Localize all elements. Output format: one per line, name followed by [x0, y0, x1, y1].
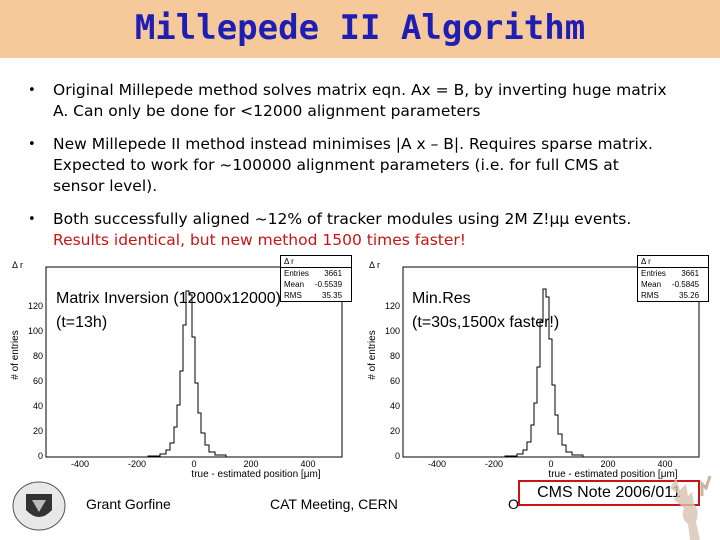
slide-title: Millepede II Algorithm [134, 8, 586, 48]
histogram-plot: Δ r # of entries 0 20 40 60 80 100 120 -… [367, 260, 700, 480]
y-tick-label: 100 [28, 326, 43, 336]
stats-box: Δ r Entries 3661 Mean -0.5845 RMS 35.26 [637, 255, 709, 302]
method-time: (t=13h) [56, 314, 108, 331]
y-tick-label: 60 [33, 376, 43, 386]
stats-label: Mean [641, 280, 662, 289]
histogram-line [403, 288, 699, 458]
stats-table: Entries 3661 Mean -0.5845 RMS 35.26 [638, 268, 702, 301]
x-tick-label: 200 [600, 459, 615, 469]
y-tick-label: 20 [33, 426, 43, 436]
method-name: Min.Res [412, 290, 471, 307]
stats-label: Entries [641, 269, 666, 278]
stat-title: Δ r [12, 260, 23, 270]
plot-frame [402, 266, 700, 458]
bullet-item: • New Millepede II method instead minimi… [28, 134, 668, 197]
method-time: (t=30s,1500x faster!) [412, 314, 560, 331]
bullet-highlight: Results identical, but new method 1500 t… [53, 231, 467, 249]
bullet-dot-icon: • [28, 137, 36, 152]
y-axis-label: # of entries [10, 330, 21, 379]
stats-row: RMS 35.35 [281, 290, 345, 301]
stats-value: 35.26 [679, 291, 700, 300]
bullet-text: Original Millepede method solves matrix … [53, 81, 667, 120]
stats-value: -0.5539 [314, 280, 343, 289]
stats-table: Entries 3661 Mean -0.5539 RMS 35.35 [281, 268, 345, 301]
stats-row: Entries 3661 [638, 268, 702, 279]
x-tick-label: -200 [485, 459, 503, 469]
stats-title: Δ r [281, 256, 351, 268]
stats-value: 3661 [681, 269, 700, 278]
y-ticks: 0 20 40 60 80 100 120 [28, 301, 43, 461]
y-tick-label: 0 [395, 451, 400, 461]
stats-label: Mean [284, 280, 305, 289]
mu-mu-symbol: μμ [549, 210, 570, 228]
method-label: Matrix Inversion (12000x12000) (t=13h) [56, 287, 281, 335]
stats-row: Mean -0.5539 [281, 279, 345, 290]
cms-note-box: CMS Note 2006/011 [518, 480, 700, 506]
footer-meeting: CAT Meeting, CERN [270, 496, 398, 512]
x-ticks: -400 -200 0 200 400 [428, 459, 673, 469]
stats-row: RMS 35.26 [638, 290, 702, 301]
stats-title: Δ r [638, 256, 708, 268]
bullet-item: • Both successfully aligned ~12% of trac… [28, 209, 668, 251]
bullet-dot-icon: • [28, 83, 36, 98]
histogram-line [46, 290, 342, 458]
footer-author: Grant Gorfine [86, 496, 171, 512]
title-bar: Millepede II Algorithm [0, 0, 720, 58]
y-tick-label: 80 [33, 351, 43, 361]
stats-label: Entries [284, 269, 309, 278]
y-tick-label: 120 [385, 301, 400, 311]
bullet-text: New Millepede II method instead minimise… [53, 135, 653, 195]
deer-logo-icon [670, 475, 712, 540]
x-axis-label: true - estimated position [μm] [191, 469, 320, 480]
bullet-item: • Original Millepede method solves matri… [28, 80, 668, 122]
y-ticks: 0 20 40 60 80 100 120 [385, 301, 400, 461]
stats-value: 35.35 [322, 291, 343, 300]
stat-title: Δ r [369, 260, 380, 270]
x-ticks: -400 -200 0 200 400 [71, 459, 316, 469]
x-tick-label: 0 [191, 459, 196, 469]
x-tick-label: -200 [128, 459, 146, 469]
x-axis-label: true - estimated position [μm] [548, 469, 677, 480]
bullet-list: • Original Millepede method solves matri… [28, 80, 668, 261]
y-tick-label: 60 [390, 376, 400, 386]
x-tick-label: 0 [548, 459, 553, 469]
histogram-plot: Δ r # of entries 0 20 40 60 80 100 120 -… [10, 260, 343, 480]
y-tick-label: 20 [390, 426, 400, 436]
method-name: Matrix Inversion (12000x12000) [56, 290, 282, 307]
y-tick-label: 120 [28, 301, 43, 311]
histogram-matrix-inversion: Δ r # of entries 0 20 40 60 80 100 120 -… [8, 255, 352, 480]
stats-box: Δ r Entries 3661 Mean -0.5539 RMS 35.35 [280, 255, 352, 302]
bullet-text: events. [569, 210, 632, 228]
stats-value: -0.5845 [671, 280, 700, 289]
plot-frame [45, 266, 343, 458]
stats-row: Entries 3661 [281, 268, 345, 279]
x-tick-label: 400 [657, 459, 672, 469]
y-tick-label: 0 [38, 451, 43, 461]
stats-value: 3661 [324, 269, 343, 278]
x-tick-label: -400 [428, 459, 446, 469]
y-tick-label: 100 [385, 326, 400, 336]
stats-label: RMS [284, 291, 302, 300]
bullet-text: Both successfully aligned ~12% of tracke… [53, 210, 550, 228]
stats-row: Mean -0.5845 [638, 279, 702, 290]
method-label: Min.Res (t=30s,1500x faster!) [412, 287, 559, 335]
x-tick-label: -400 [71, 459, 89, 469]
footer-date: O [508, 496, 519, 512]
y-tick-label: 40 [33, 401, 43, 411]
histogram-min-res: Δ r # of entries 0 20 40 60 80 100 120 -… [365, 255, 709, 480]
y-tick-label: 80 [390, 351, 400, 361]
y-axis-label: # of entries [367, 330, 378, 379]
x-tick-label: 400 [300, 459, 315, 469]
x-tick-label: 200 [243, 459, 258, 469]
stats-label: RMS [641, 291, 659, 300]
y-tick-label: 40 [390, 401, 400, 411]
university-crest-icon [12, 481, 66, 531]
bullet-dot-icon: • [28, 212, 36, 227]
